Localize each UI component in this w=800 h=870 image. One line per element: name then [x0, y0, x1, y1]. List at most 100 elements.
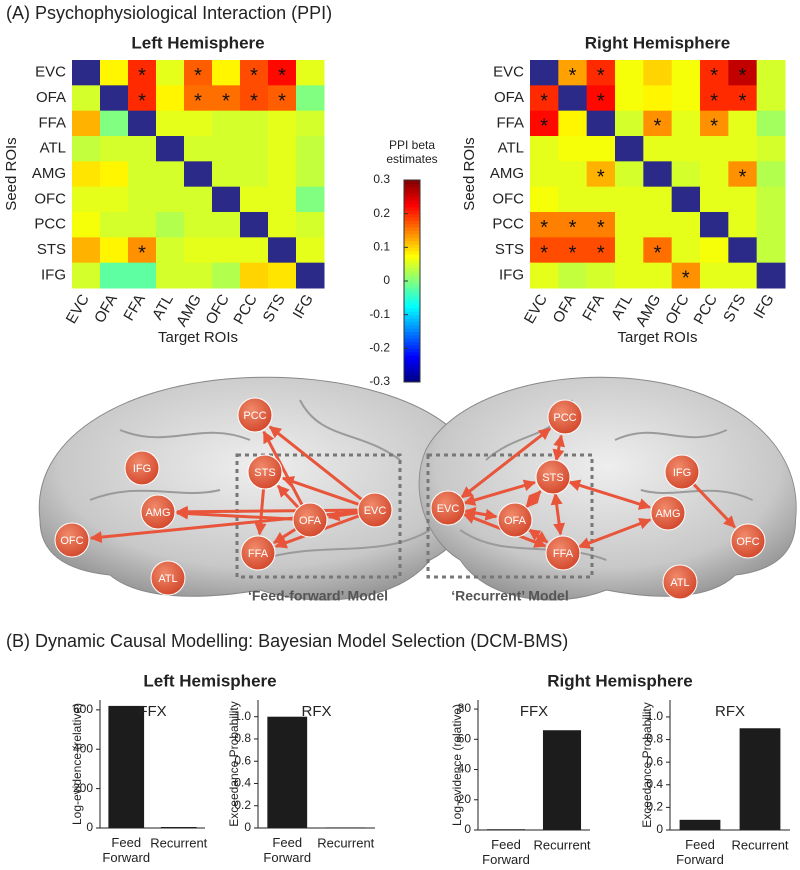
heatmap-cell [240, 110, 269, 137]
y-axis-label: Seed ROIs [461, 137, 478, 210]
heatmap-cell [700, 85, 729, 112]
colorbar-segment [404, 351, 420, 356]
significance-marker: * [138, 242, 146, 264]
significance-marker: * [540, 242, 548, 264]
roi-label: AMG [145, 507, 170, 519]
heatmap-cell [530, 237, 559, 264]
heatmap-cell [615, 110, 644, 137]
colorbar-segment [404, 348, 420, 353]
roi-node [535, 459, 571, 495]
heatmap-cell [671, 110, 701, 137]
colorbar-segment [404, 371, 420, 376]
significance-marker: * [597, 166, 605, 188]
roi-label: OFA [299, 515, 322, 527]
heatmap-cell [268, 85, 297, 112]
heatmap-cell [700, 186, 729, 213]
significance-marker: * [540, 116, 548, 138]
heatmap-cell [268, 136, 297, 162]
heatmap-cell [700, 262, 729, 289]
significance-marker: * [597, 242, 605, 264]
panel-title: (B) Dynamic Causal Modelling: Bayesian M… [6, 631, 568, 651]
heatmap-cell [184, 136, 213, 162]
heatmap-cell [240, 85, 269, 112]
panel-title: (A) Psychophysiological Interaction (PPI… [6, 3, 332, 23]
column-label: PCC [691, 291, 722, 327]
heatmap-cell [700, 237, 729, 264]
heatmap-cell [728, 60, 758, 86]
significance-marker: * [569, 242, 577, 264]
heatmap-cell [240, 212, 269, 238]
heatmap-cell [728, 212, 758, 238]
colorbar-segment [404, 260, 420, 265]
y-tick-label: 0.2 [646, 800, 663, 814]
heatmap-cell [240, 136, 269, 162]
significance-marker: * [138, 90, 146, 112]
colorbar-segment [404, 287, 420, 292]
significance-marker: * [654, 116, 662, 138]
column-label: OFA [550, 291, 580, 325]
colorbar-segment [404, 210, 420, 215]
colorbar-segment [404, 334, 420, 339]
colorbar-segment [404, 341, 420, 346]
significance-marker: * [278, 65, 286, 87]
heatmap-cell [240, 237, 269, 264]
heatmap-cell [268, 237, 297, 264]
y-axis-label: Exceedance Probability [227, 701, 241, 826]
y-tick-label: 1.0 [234, 709, 251, 723]
heatmap-cell [296, 136, 325, 162]
x-tick-label: Feed Forward [676, 837, 724, 867]
heatmap-cell [586, 237, 616, 264]
heatmap-cell [212, 85, 241, 112]
significance-marker: * [597, 90, 605, 112]
heatmap-cell [72, 136, 101, 162]
significance-marker: * [682, 268, 690, 290]
heatmap-cell [128, 110, 157, 137]
heatmap-cell [212, 110, 241, 137]
heatmap-cell [558, 161, 588, 188]
heatmap-cell [296, 237, 325, 264]
significance-marker: * [654, 242, 662, 264]
heatmap-cell [586, 110, 616, 137]
colorbar-segment [404, 358, 420, 363]
heatmap-cell [700, 136, 729, 162]
connection [528, 528, 549, 544]
row-label: OFC [34, 190, 66, 207]
heatmap-cell [756, 161, 786, 188]
roi-node [124, 450, 160, 486]
bar [108, 705, 145, 828]
heatmap-cell [72, 60, 101, 86]
heatmap-cell [156, 136, 185, 162]
colorbar-segment [404, 277, 420, 282]
colorbar-segment [404, 375, 420, 380]
heatmap-cell [156, 237, 185, 264]
significance-marker: * [569, 217, 577, 239]
colorbar-label: PPI beta estimates [386, 138, 437, 166]
row-label: IFG [41, 266, 66, 283]
column-label: STS [260, 291, 289, 325]
heatmap-cell [212, 186, 241, 213]
significance-marker: * [138, 65, 146, 87]
roi-label: OFC [60, 535, 83, 547]
heatmap-cell [558, 136, 588, 162]
row-label: PCC [34, 216, 66, 233]
heatmap-cell [184, 237, 213, 264]
roi-node [140, 494, 176, 530]
chart-title: RFX [302, 703, 332, 720]
colorbar-segment [404, 233, 420, 238]
heatmap-cell [240, 186, 269, 213]
significance-marker: * [710, 90, 718, 112]
colorbar-tick-label: -0.3 [369, 374, 390, 388]
heatmap-cell [671, 161, 701, 188]
row-label: EVC [35, 64, 66, 81]
heatmap-cell [100, 85, 129, 112]
heatmap-cell [296, 212, 325, 238]
row-label: OFC [492, 190, 524, 207]
heatmap-cell [100, 161, 129, 188]
roi-label: AMG [655, 508, 680, 520]
heatmap-cell [643, 85, 673, 112]
heatmap-cell [100, 212, 129, 238]
column-label: ATL [149, 291, 177, 322]
y-tick-label: 400 [73, 741, 93, 755]
heatmap-cell [296, 186, 325, 213]
colorbar-segment [404, 301, 420, 306]
